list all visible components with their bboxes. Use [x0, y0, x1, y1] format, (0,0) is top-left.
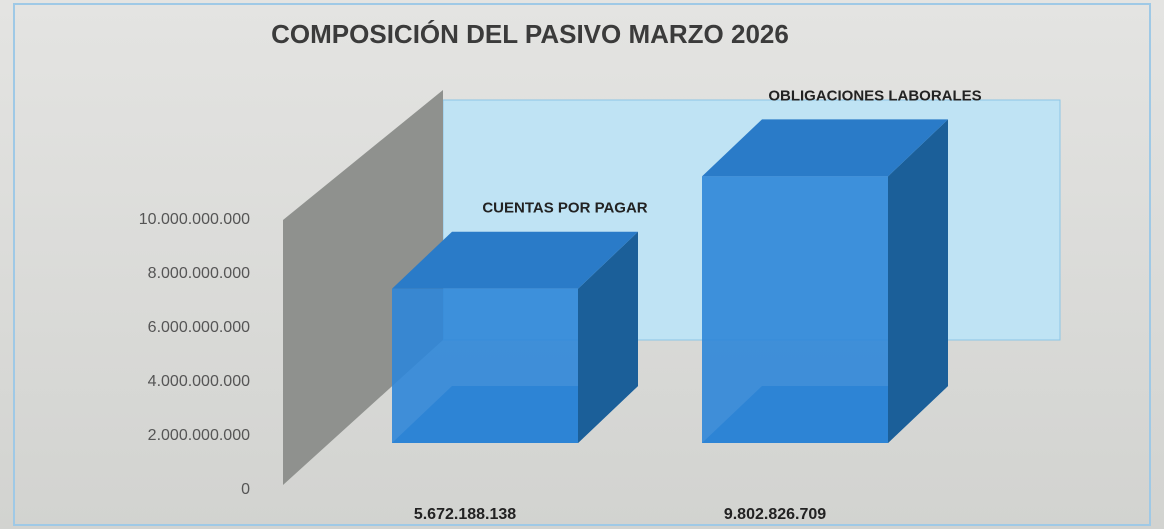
- bar-top: [392, 231, 638, 289]
- y-tick-label: 10.000.000.000: [139, 211, 250, 228]
- y-tick-label: 2.000.000.000: [148, 427, 250, 444]
- bar-top: [702, 119, 948, 177]
- bar-side: [888, 119, 948, 444]
- frame: [13, 3, 1151, 526]
- chart-title: COMPOSICIÓN DEL PASIVO MARZO 2026: [271, 19, 789, 49]
- y-tick-label: 0: [241, 481, 250, 498]
- value-label: 9.802.826.709: [724, 506, 826, 523]
- bar: [702, 176, 888, 444]
- bar: [392, 288, 578, 443]
- category-label: OBLIGACIONES LABORALES: [768, 87, 981, 104]
- y-tick-label: 4.000.000.000: [148, 373, 250, 390]
- y-tick-label: 8.000.000.000: [148, 265, 250, 282]
- value-label: 5.672.188.138: [414, 506, 516, 523]
- bar-side: [578, 231, 638, 443]
- side-wall: [283, 90, 443, 485]
- y-tick-label: 6.000.000.000: [148, 319, 250, 336]
- category-label: CUENTAS POR PAGAR: [482, 200, 647, 217]
